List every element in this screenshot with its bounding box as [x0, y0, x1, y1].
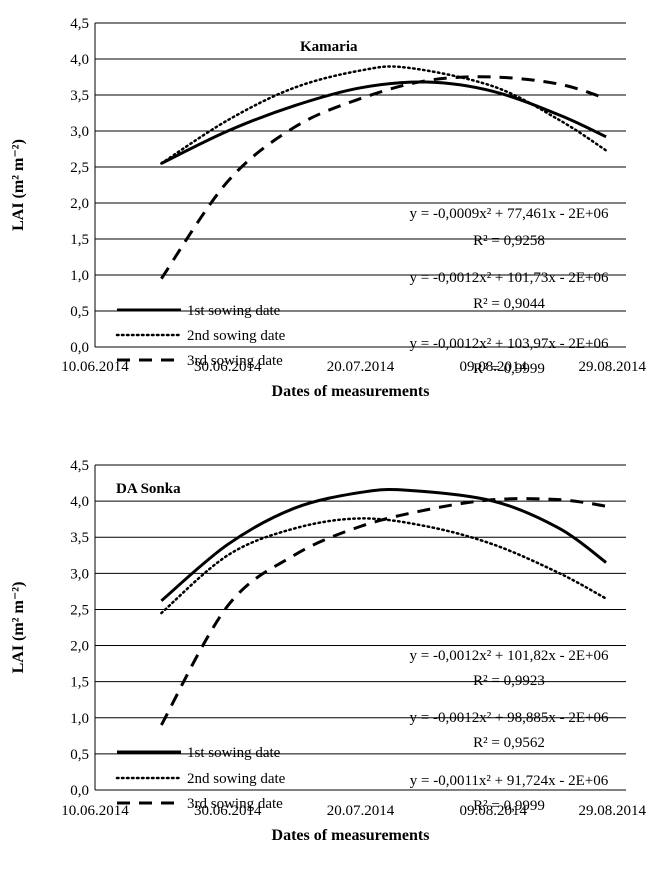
series-line-3	[160, 497, 607, 726]
trend-r2: R² = 0,9044	[473, 296, 545, 312]
y-tick-label: 4,5	[70, 16, 89, 32]
trend-equation: y = -0,0009x² + 77,461x - 2E+06	[409, 206, 609, 222]
x-tick-label: 09.08.2014	[460, 359, 528, 375]
y-tick-label: 3,0	[70, 566, 89, 582]
trend-equation: y = -0,0012x² + 101,82x - 2E+06	[409, 648, 609, 664]
x-tick-label: 09.08.2014	[460, 803, 528, 819]
y-tick-label: 2,5	[70, 602, 89, 618]
y-tick-label: 2,0	[70, 639, 89, 655]
legend-label: 2nd sowing date	[187, 771, 286, 787]
legend-label: 1st sowing date	[187, 745, 281, 761]
chart-panel-1: 0,0 0,5 1,0 1,5 2,0 2,5 3,0 3,5 4,0 4,5 10.06.2014…	[10, 16, 647, 400]
y-tick-label: 3,5	[70, 88, 89, 104]
trend-equation: y = -0,0012x² + 101,73x - 2E+06	[409, 270, 609, 286]
trend-equation: y = -0,0011x² + 91,724x - 2E+06	[410, 773, 609, 789]
x-tick-label: 30.06.2014	[194, 359, 262, 375]
y-tick-label: 0,5	[70, 747, 89, 763]
y-tick-label: 2,5	[70, 160, 89, 176]
chart-title: DA Sonka	[116, 481, 181, 497]
x-tick-label: 29.08.2014	[579, 803, 647, 819]
y-tick-label: 1,5	[70, 675, 89, 691]
series-line-2	[160, 65, 608, 165]
y-tick-label: 4,0	[70, 52, 89, 68]
x-axis-title: Dates of measurements	[272, 827, 430, 844]
trend-equation: y = -0,0012x² + 103,97x - 2E+06	[409, 336, 609, 352]
legend-label: 1st sowing date	[187, 303, 281, 319]
series-line-1	[160, 80, 607, 165]
chart-title: Kamaria	[300, 39, 358, 55]
y-tick-label: 0,5	[70, 304, 89, 320]
legend-label: 2nd sowing date	[187, 328, 286, 344]
y-tick-label: 1,5	[70, 232, 89, 248]
x-tick-label: 30.06.2014	[194, 803, 262, 819]
x-tick-label: 29.08.2014	[579, 359, 647, 375]
legend-label: 3rd sowing date	[187, 353, 283, 369]
x-axis-title: Dates of measurements	[272, 383, 430, 400]
y-tick-label: 1,0	[70, 711, 89, 727]
series-line-1	[160, 488, 607, 602]
x-tick-label: 20.07.2014	[327, 803, 395, 819]
y-tick-label: 3,0	[70, 124, 89, 140]
y-axis-title: LAI (m² m⁻²)	[10, 139, 27, 231]
series-line-2	[160, 517, 608, 615]
chart-panel-2: 0,0 0,5 1,0 1,5 2,0 2,5 3,0 3,5 4,0 4,5 10.06.2014…	[10, 458, 647, 844]
y-tick-label: 4,0	[70, 494, 89, 510]
y-tick-label: 0,0	[70, 783, 89, 799]
y-tick-label: 1,0	[70, 268, 89, 284]
trend-r2: R² = 0,9999	[473, 798, 545, 814]
trend-r2: R² = 0,9258	[473, 233, 545, 249]
y-tick-label: 4,5	[70, 458, 89, 474]
x-tick-label: 10.06.2014	[61, 359, 129, 375]
x-tick-label: 10.06.2014	[61, 803, 129, 819]
trend-r2: R² = 0,9923	[473, 673, 545, 689]
y-tick-label: 3,5	[70, 530, 89, 546]
trend-r2: R² = 0,9562	[473, 735, 545, 751]
legend-label: 3rd sowing date	[187, 796, 283, 812]
trend-equation: y = -0,0012x² + 98,885x - 2E+06	[409, 710, 609, 726]
series-line-3	[160, 75, 607, 280]
x-tick-label: 20.07.2014	[327, 359, 395, 375]
y-tick-label: 2,0	[70, 196, 89, 212]
y-tick-label: 0,0	[70, 340, 89, 356]
y-axis-title: LAI (m² m⁻²)	[10, 582, 27, 674]
trend-r2: R² = 0,9999	[473, 361, 545, 377]
